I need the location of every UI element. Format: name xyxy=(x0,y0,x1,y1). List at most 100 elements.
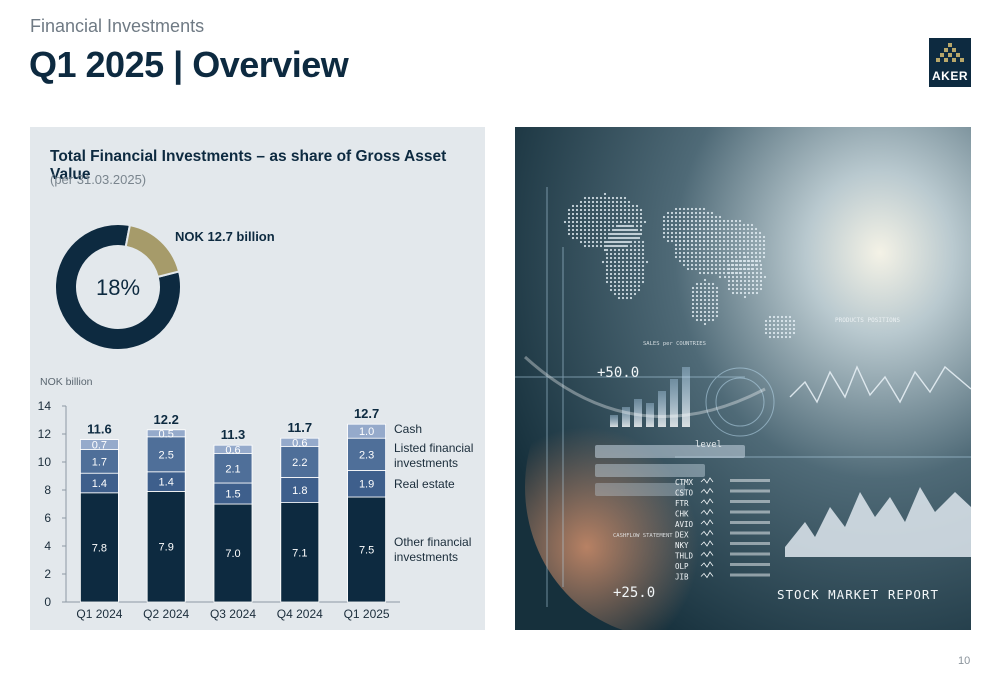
map-dot xyxy=(575,216,579,220)
map-dot xyxy=(751,279,755,283)
map-dot xyxy=(751,275,755,279)
map-dot xyxy=(641,276,645,280)
map-dot xyxy=(583,236,587,240)
map-dot xyxy=(579,224,583,228)
map-dot xyxy=(772,331,776,335)
map-dot xyxy=(595,220,599,224)
map-dot xyxy=(718,243,722,247)
bar-segment xyxy=(347,496,387,603)
ticker-value-bar xyxy=(730,542,770,545)
map-dot xyxy=(627,208,631,212)
map-dot xyxy=(746,243,750,247)
map-dot xyxy=(730,227,734,231)
map-dot xyxy=(768,315,772,319)
map-dot xyxy=(631,208,635,212)
map-dot xyxy=(633,280,637,284)
photo-label: +50.0 xyxy=(597,365,639,381)
map-dot xyxy=(690,263,694,267)
ticker-sparkline xyxy=(700,498,714,505)
map-dot xyxy=(617,232,621,236)
map-dot xyxy=(603,216,607,220)
map-dot xyxy=(715,310,719,314)
map-dot xyxy=(599,228,603,232)
map-dot xyxy=(631,216,635,220)
map-dot xyxy=(731,291,735,295)
map-dot xyxy=(702,243,706,247)
map-dot xyxy=(678,207,682,211)
map-dot xyxy=(613,288,617,292)
map-dot xyxy=(599,204,603,208)
map-dot xyxy=(726,223,730,227)
bar-value-label: 0.6 xyxy=(292,437,307,449)
map-dot xyxy=(710,223,714,227)
map-dot xyxy=(711,282,715,286)
map-dot xyxy=(605,244,609,248)
map-dot xyxy=(579,220,583,224)
map-dot xyxy=(699,294,703,298)
map-dot xyxy=(731,275,735,279)
map-dot xyxy=(609,288,613,292)
map-dot xyxy=(714,215,718,219)
map-dot xyxy=(591,244,595,248)
map-dot xyxy=(609,244,613,248)
map-dot xyxy=(621,260,625,264)
map-dot xyxy=(698,215,702,219)
logo-mark-icon xyxy=(936,43,964,62)
map-dot xyxy=(739,287,743,291)
map-dot xyxy=(727,279,731,283)
map-dot xyxy=(710,267,714,271)
map-dot xyxy=(611,224,615,228)
map-dot xyxy=(710,247,714,251)
bar-value-label: 0.5 xyxy=(159,428,174,440)
map-dot xyxy=(686,251,690,255)
map-dot xyxy=(637,276,641,280)
map-dot xyxy=(595,228,599,232)
map-dot xyxy=(792,323,796,327)
map-dot xyxy=(727,263,731,267)
page-title: Q1 2025 | Overview xyxy=(29,44,349,85)
map-dot xyxy=(603,204,607,208)
map-dot xyxy=(772,335,776,339)
map-dot xyxy=(615,240,619,244)
ticker-label: CHK xyxy=(675,510,689,519)
map-dot xyxy=(615,224,619,228)
map-dot xyxy=(714,251,718,255)
map-dot xyxy=(690,215,694,219)
map-dot xyxy=(662,231,666,235)
map-dot xyxy=(603,224,607,228)
map-dot xyxy=(613,228,617,232)
map-dot xyxy=(703,322,707,326)
map-dot xyxy=(691,298,695,302)
map-dot xyxy=(666,231,670,235)
map-dot xyxy=(780,335,784,339)
map-dot xyxy=(605,252,609,256)
map-dot xyxy=(579,232,583,236)
map-dot xyxy=(706,227,710,231)
map-dot xyxy=(706,247,710,251)
map-dot xyxy=(750,243,754,247)
map-dot xyxy=(662,215,666,219)
map-dot xyxy=(591,228,595,232)
map-dot xyxy=(718,215,722,219)
bar-total-label: 11.6 xyxy=(87,422,112,437)
map-dot xyxy=(735,291,739,295)
map-dot xyxy=(617,272,621,276)
map-dot xyxy=(623,240,627,244)
map-dot xyxy=(710,235,714,239)
map-dot xyxy=(571,224,575,228)
map-dot xyxy=(776,331,780,335)
map-dot xyxy=(722,247,726,251)
map-dot xyxy=(563,220,567,224)
donut-center-label: 18% xyxy=(96,275,140,300)
map-dot xyxy=(754,247,758,251)
map-dot xyxy=(607,212,611,216)
map-dot xyxy=(706,251,710,255)
ticker-sparkline xyxy=(700,529,714,537)
map-dot xyxy=(629,240,633,244)
map-dot xyxy=(591,236,595,240)
map-dot xyxy=(615,244,619,248)
map-dot xyxy=(682,211,686,215)
map-dot xyxy=(750,255,754,259)
map-dot xyxy=(707,314,711,318)
map-dot xyxy=(710,243,714,247)
